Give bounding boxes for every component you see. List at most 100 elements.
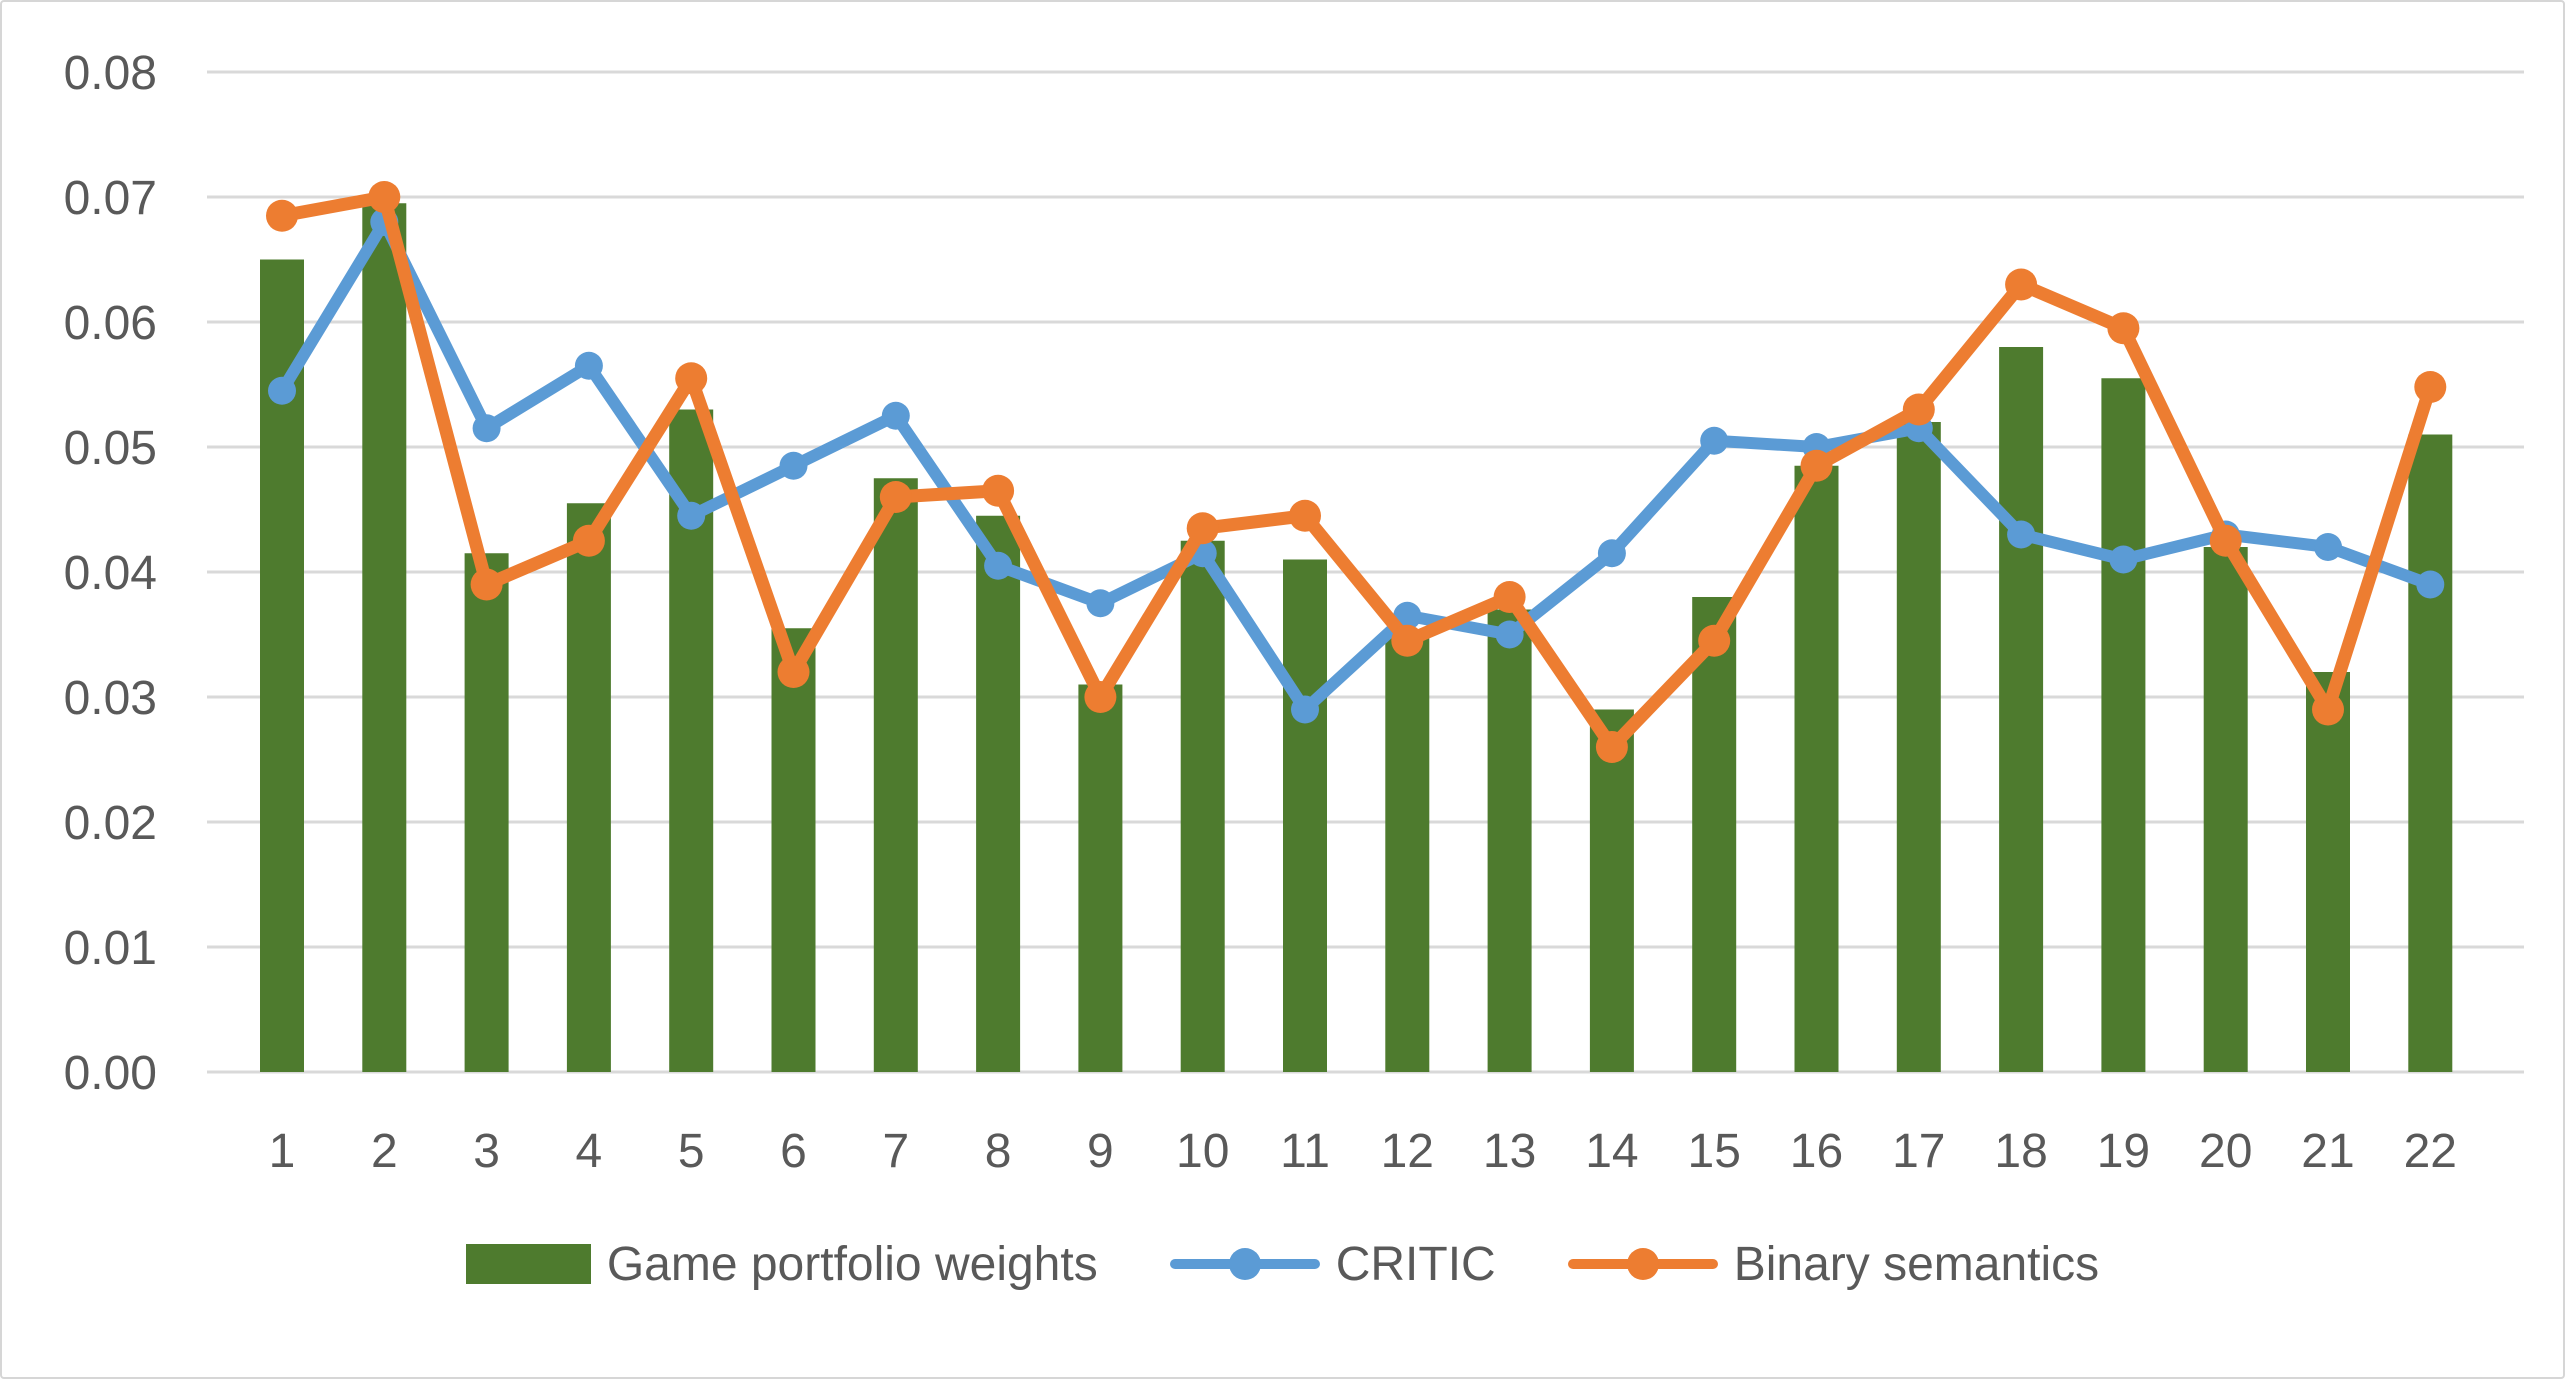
critic-line [276,216,2437,716]
binary-semantics-point-10 [1186,512,1219,545]
x-tick-label: 20 [2199,1125,2252,1178]
critic-point-3 [472,414,501,443]
binary-semantics-point-2 [368,181,401,213]
binary-semantics-point-1 [266,199,298,232]
x-tick-label: 11 [1280,1125,1330,1178]
line-marker-swatch-icon [1169,1246,1320,1282]
bar-category-19 [2101,378,2146,1072]
binary-semantics-point-6 [777,656,810,688]
y-tick-label: 0.08 [64,47,157,100]
y-tick-label: 0.04 [64,547,157,600]
binary-semantics-point-12 [1391,624,1424,657]
bar-category-6 [771,628,816,1072]
bar-category-15 [1692,597,1737,1072]
legend-label-critic: CRITIC [1335,1237,1496,1291]
binary-semantics-point-16 [1800,449,1833,482]
critic-point-5 [677,501,706,530]
binary-semantics-point-4 [572,524,605,557]
critic-point-22 [2416,570,2445,599]
x-tick-label: 22 [2404,1125,2457,1178]
bar-category-11 [1283,559,1327,1072]
binary-semantics-line [275,190,2437,754]
x-tick-label: 12 [1381,1125,1434,1178]
binary-semantics-point-8 [982,474,1015,507]
y-tick-label: 0.01 [64,922,157,975]
binary-semantics-point-15 [1698,624,1731,657]
y-tick-label: 0.03 [64,672,157,725]
x-tick-label: 10 [1176,1125,1229,1178]
y-tick-label: 0.07 [64,172,157,225]
bar-category-16 [1794,465,1839,1072]
x-tick-label: 15 [1688,1125,1741,1178]
x-tick-label: 9 [1087,1125,1114,1178]
critic-point-7 [881,401,910,430]
bar-category-7 [873,478,918,1072]
x-tick-label: 19 [2097,1125,2150,1178]
critic-point-9 [1086,589,1115,618]
bar-category-18 [1999,347,2044,1072]
binary-semantics-point-22 [2414,371,2447,403]
x-tick-label: 1 [269,1125,296,1178]
line-marker-swatch-icon [1567,1246,1718,1282]
critic-point-1 [268,376,296,405]
y-tick-label: 0.05 [64,422,157,475]
binary-semantics-point-11 [1289,499,1321,532]
x-tick-label: 2 [371,1125,398,1178]
y-tick-label: 0.00 [64,1047,157,1100]
bar-category-8 [976,515,1021,1072]
bar-category-14 [1589,709,1634,1072]
bar-category-13 [1487,609,1532,1072]
binary-semantics-point-14 [1595,731,1628,763]
critic-point-14 [1597,539,1626,568]
binary-semantics-point-18 [2005,268,2038,301]
x-tick-label: 14 [1585,1125,1638,1178]
bar-category-3 [464,553,509,1072]
critic-point-13 [1495,620,1524,649]
binary-semantics-point-13 [1493,581,1526,613]
bar-category-9 [1078,684,1123,1072]
critic-point-18 [2007,520,2036,549]
binary-semantics-point-21 [2312,693,2344,726]
binary-semantics-point-17 [1902,393,1935,426]
critic-point-15 [1700,426,1729,455]
bar-category-2 [362,203,407,1072]
bar-category-4 [566,503,611,1072]
legend: Game portfolio weights CRITIC Binary sem… [2,1234,2563,1294]
x-tick-label: 7 [882,1125,909,1178]
x-tick-label: 6 [780,1125,807,1178]
y-tick-label: 0.06 [64,297,157,350]
x-tick-label: 4 [576,1125,603,1178]
bar-swatch-icon [465,1244,591,1284]
critic-point-11 [1291,695,1319,724]
bar-category-22 [2408,434,2453,1072]
legend-label-game-portfolio-weights: Game portfolio weights [606,1237,1098,1291]
x-tick-label: 17 [1892,1125,1945,1178]
critic-point-4 [574,351,603,380]
x-tick-label: 18 [1994,1125,2047,1178]
critic-point-21 [2314,533,2342,561]
binary-semantics-point-19 [2107,312,2140,345]
binary-semantics-point-3 [470,568,503,601]
bar-category-10 [1180,540,1225,1072]
bar-category-20 [2203,547,2248,1072]
x-tick-label: 5 [678,1125,705,1178]
critic-point-19 [2109,545,2138,574]
binary-semantics-point-20 [2209,524,2242,557]
binary-semantics-point-7 [879,481,912,513]
bar-category-12 [1385,634,1430,1072]
x-tick-label: 3 [473,1125,500,1178]
legend-item-game-portfolio-weights: Game portfolio weights [465,1237,1098,1292]
x-tick-label: 21 [2301,1125,2354,1178]
bar-category-17 [1896,422,1941,1072]
y-tick-label: 0.02 [64,797,157,850]
legend-item-critic: CRITIC [1169,1237,1496,1292]
bar-category-21 [2306,672,2350,1072]
critic-point-6 [779,451,808,480]
legend-item-binary-semantics: Binary semantics [1567,1237,2099,1292]
binary-semantics-point-5 [675,362,708,395]
x-tick-label: 16 [1790,1125,1843,1178]
x-tick-label: 13 [1483,1125,1536,1178]
x-tick-label: 8 [985,1125,1012,1178]
binary-semantics-point-9 [1084,681,1117,713]
